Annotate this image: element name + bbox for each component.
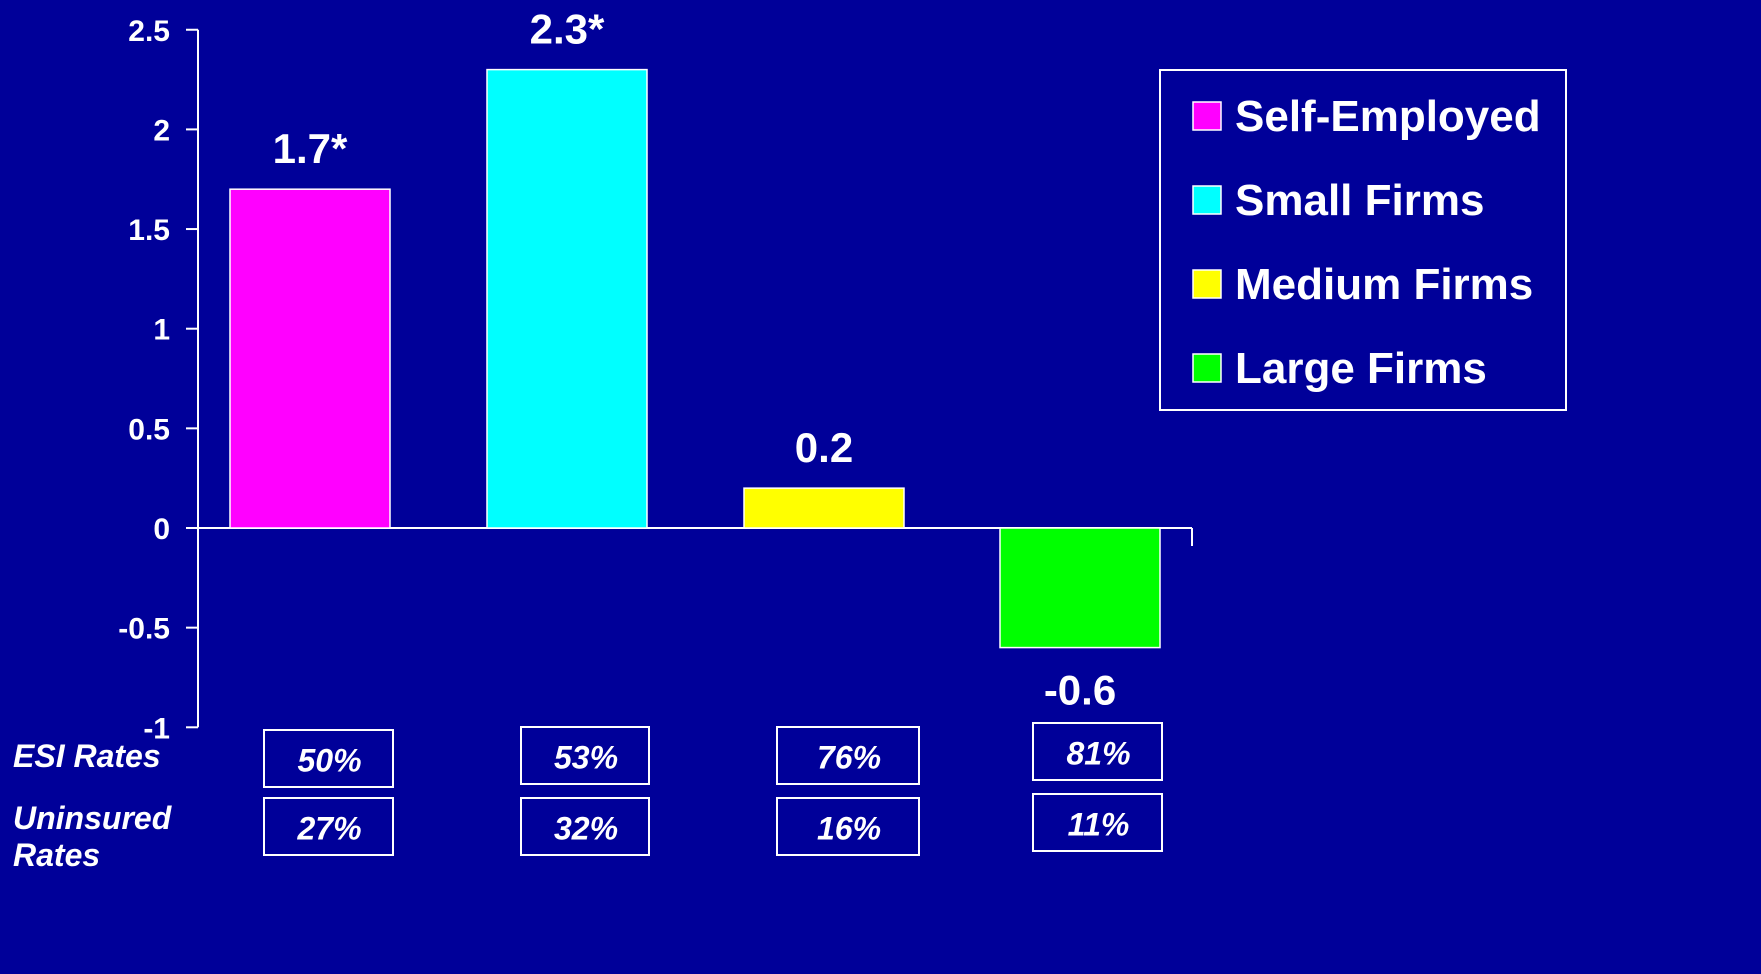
esi-rates-label: ESI Rates [13,738,161,774]
legend-entry-label: Medium Firms [1235,260,1533,309]
data-label: 2.3* [530,6,605,53]
y-tick-label: -0.5 [118,613,170,646]
bars [229,68,1161,649]
y-tick-label: 1 [153,314,170,347]
legend-entry-label: Small Firms [1235,176,1484,225]
legend-entry-label: Self-Employed [1235,92,1541,141]
legend-swatch [1192,185,1222,215]
legend-entry-label: Large Firms [1235,344,1487,393]
esi-rate-box [263,729,394,788]
rate-table: ESI Rates Uninsured Rates 50% 53% 76% 81% 27% 32… [13,722,1163,873]
uninsured-rate-value: 32% [554,811,618,847]
esi-rate-value: 53% [554,740,618,776]
legend-swatch [1192,101,1222,131]
uninsured-rate-box [1032,793,1163,852]
y-tick-label: 2 [153,114,170,147]
y-tick-label: 2.5 [128,15,170,48]
legend-box [1159,69,1567,411]
y-tick-label: 0.5 [128,413,170,446]
bar-self-employed [229,188,391,529]
esi-rate-box [776,726,920,785]
data-label: 0.2 [795,424,853,471]
legend-swatch [1192,269,1222,299]
esi-rate-box [1032,722,1163,781]
y-tick-label: 0 [153,513,170,546]
data-label: -0.6 [1044,667,1116,714]
bar-small-firms [486,68,648,529]
uninsured-rate-box [776,797,920,856]
uninsured-rates-label-line: Rates [13,837,100,873]
uninsured-rates-label-line: Uninsured [13,800,173,836]
legend: Self-Employed Small Firms Medium Firms Larg… [1159,69,1567,411]
y-tick-label: -1 [143,712,170,745]
uninsured-rate-value: 27% [296,811,361,847]
bar-medium-firms [743,487,905,529]
data-labels: 1.7* 2.3* 0.2 -0.6 [273,6,1117,714]
uninsured-rate-box [263,797,394,856]
esi-rate-value: 76% [817,740,881,776]
uninsured-rate-value: 16% [817,811,881,847]
esi-rate-box [520,726,650,785]
uninsured-rates-label: Uninsured Rates [13,800,173,873]
uninsured-rate-value: 11% [1068,807,1130,843]
esi-rate-value: 50% [297,743,361,779]
legend-swatch [1192,353,1222,383]
data-label: 1.7* [273,125,348,172]
bar-large-firms [999,527,1161,649]
esi-rate-value: 81% [1066,736,1130,772]
uninsured-rate-box [520,797,650,856]
y-tick-label: 1.5 [128,214,170,247]
